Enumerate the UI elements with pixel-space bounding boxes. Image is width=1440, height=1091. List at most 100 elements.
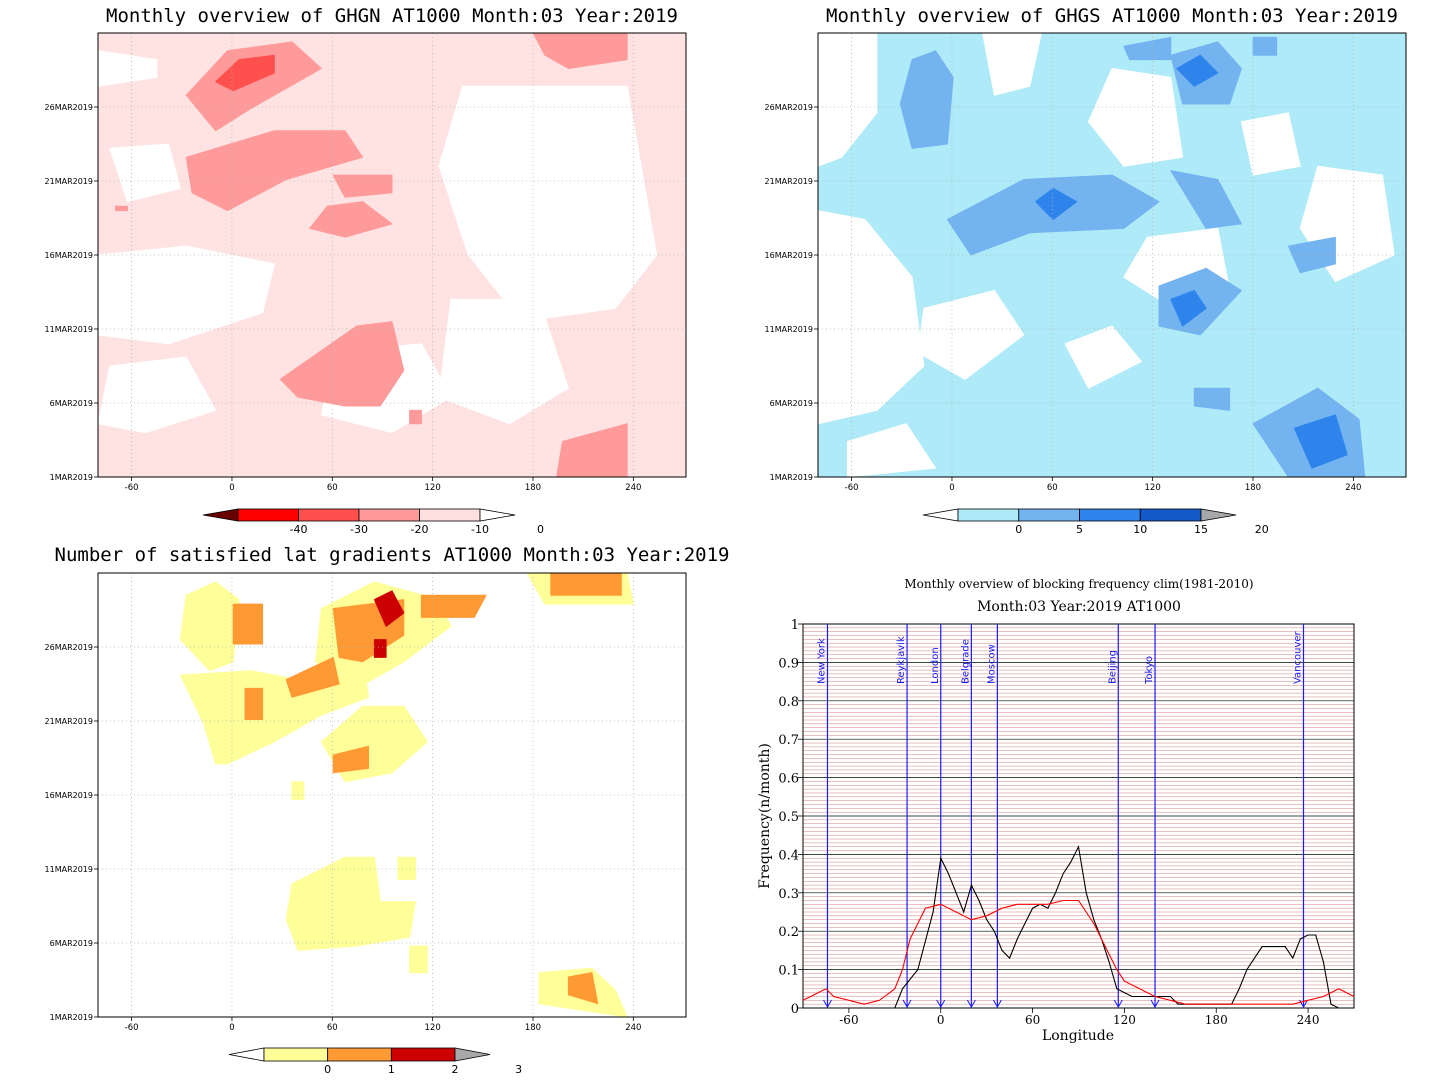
contour-patch <box>185 130 364 212</box>
y-tick-label: 11MAR2019 <box>765 325 813 334</box>
contour-patch <box>1287 236 1336 274</box>
x-tick-label: 240 <box>1297 1013 1320 1027</box>
y-tick-label: 0 <box>791 1002 799 1017</box>
x-tick-label: 60 <box>1047 483 1058 493</box>
y-tick-label: 11MAR2019 <box>45 325 93 334</box>
contour-patch <box>332 174 393 198</box>
contour-patch <box>1123 36 1172 61</box>
colorbar-segment <box>1018 508 1080 522</box>
panel4-title: Monthly overview of blocking frequency c… <box>904 577 1253 591</box>
y-tick-label: 0.4 <box>778 848 799 863</box>
city-arrow <box>1113 999 1123 1009</box>
colorbar-label: 2 <box>452 1063 459 1076</box>
panel2-title: Monthly overview of GHGS AT1000 Month:03… <box>826 5 1398 27</box>
x-tick-label: 120 <box>1113 1013 1136 1027</box>
city-label: Beijing <box>1107 650 1118 684</box>
contour-patch <box>185 41 322 132</box>
y-tick-label: 21MAR2019 <box>45 717 93 726</box>
y-tick-label: 0.5 <box>778 810 799 825</box>
x-tick-label: 240 <box>625 1023 641 1033</box>
contour-patch <box>373 590 405 627</box>
city-label: Reykjavik <box>896 636 907 684</box>
colorbar-label: 20 <box>1255 523 1269 536</box>
contour-patch <box>309 201 393 238</box>
y-tick-label: 11MAR2019 <box>45 865 93 874</box>
colorbar-segment <box>237 508 299 522</box>
contour-patch <box>550 572 622 596</box>
colorbar-label: 0 <box>1015 523 1022 536</box>
x-tick-label: 180 <box>1245 483 1261 493</box>
city-label: Tokyo <box>1144 656 1155 685</box>
contour-patch <box>109 143 181 203</box>
y-tick-label: 6MAR2019 <box>770 399 813 408</box>
ghgs-colorbar: 0 5 10 15 20 <box>922 508 1269 536</box>
contour-patch <box>409 945 428 974</box>
contour-patch <box>1170 290 1207 327</box>
contour-patch <box>846 423 937 478</box>
contour-patch <box>373 639 387 658</box>
contour-patch <box>244 687 264 720</box>
x-tick-label: 60 <box>327 483 338 493</box>
x-tick-label: 60 <box>327 1023 338 1033</box>
contour-patch <box>285 656 340 698</box>
colorbar-label: 15 <box>1194 523 1208 536</box>
ghgn-colorbar: -40 -30 -20 -10 0 <box>202 508 544 536</box>
colorbar-low-arrow <box>922 508 959 522</box>
city-label: Moscow <box>986 644 997 684</box>
contour-patch <box>1088 68 1184 167</box>
panel1-title: Monthly overview of GHGN AT1000 Month:03… <box>106 5 678 27</box>
y-tick-label: 26MAR2019 <box>45 643 93 652</box>
colorbar-high-arrow <box>454 1047 491 1062</box>
x-tick-label: 60 <box>1025 1013 1040 1027</box>
x-tick-label: 120 <box>425 1023 441 1033</box>
y-tick-label: 0.6 <box>778 772 799 787</box>
contour-patch <box>1064 325 1142 389</box>
city-arrow <box>823 999 832 1009</box>
contour-patch <box>1293 414 1348 469</box>
y-tick-label: 6MAR2019 <box>50 399 93 408</box>
x-tick-label: 240 <box>625 483 641 493</box>
y-tick-label: 26MAR2019 <box>765 103 813 112</box>
colorbar-low-arrow <box>202 508 239 522</box>
colorbar-segment <box>358 508 420 522</box>
x-tick-label: 120 <box>425 483 441 493</box>
contour-patch <box>1176 54 1219 87</box>
plot-frame <box>97 572 687 1018</box>
colorbar-label: 10 <box>1133 523 1147 536</box>
contour-patch <box>1252 36 1278 56</box>
x-tick-label: -60 <box>125 1023 139 1033</box>
x-tick-label: 0 <box>937 1013 945 1027</box>
city-arrow <box>936 999 946 1009</box>
x-tick-label: 0 <box>229 483 234 493</box>
contour-patch <box>420 594 487 618</box>
contour-patch <box>567 972 599 1005</box>
y-tick-label: 26MAR2019 <box>45 103 93 112</box>
series-line <box>803 844 1354 1009</box>
colorbar-label: 5 <box>1076 523 1083 536</box>
contour-patch <box>215 54 275 92</box>
contour-patch <box>1240 112 1301 176</box>
colorbar-label: -40 <box>290 523 308 536</box>
colorbar-label: -10 <box>471 523 489 536</box>
city-label: Vancouver <box>1292 630 1303 684</box>
city-markers: New York Reykjavik London Belgrade Moscow Bei… <box>816 624 1308 1009</box>
y-tick-label: 1MAR2019 <box>50 1013 93 1022</box>
city-arrow <box>992 999 1002 1009</box>
city-arrow <box>966 999 976 1009</box>
colorbar-segment <box>263 1047 329 1062</box>
contour-patch <box>279 321 405 407</box>
plot-frame <box>817 32 1407 478</box>
colorbar-label: -30 <box>350 523 368 536</box>
contour-patch <box>438 85 658 323</box>
contour-patch <box>1193 387 1231 411</box>
lat-gradients-colorbar: 0 1 2 3 <box>228 1047 522 1076</box>
lat-gradients-panel: -60 0 60 120 180 240 1MAR2019 6MAR2019 11MAR2019… <box>45 572 687 1033</box>
colorbar-low-arrow <box>228 1047 265 1062</box>
x-axis-label: Longitude <box>1042 1028 1114 1044</box>
panel3-title: Number of satisfied lat gradients AT1000… <box>55 544 730 566</box>
city-label: New York <box>816 638 827 684</box>
city-arrow <box>902 999 912 1009</box>
x-tick-label: 120 <box>1145 483 1161 493</box>
x-tick-label: 180 <box>525 1023 541 1033</box>
